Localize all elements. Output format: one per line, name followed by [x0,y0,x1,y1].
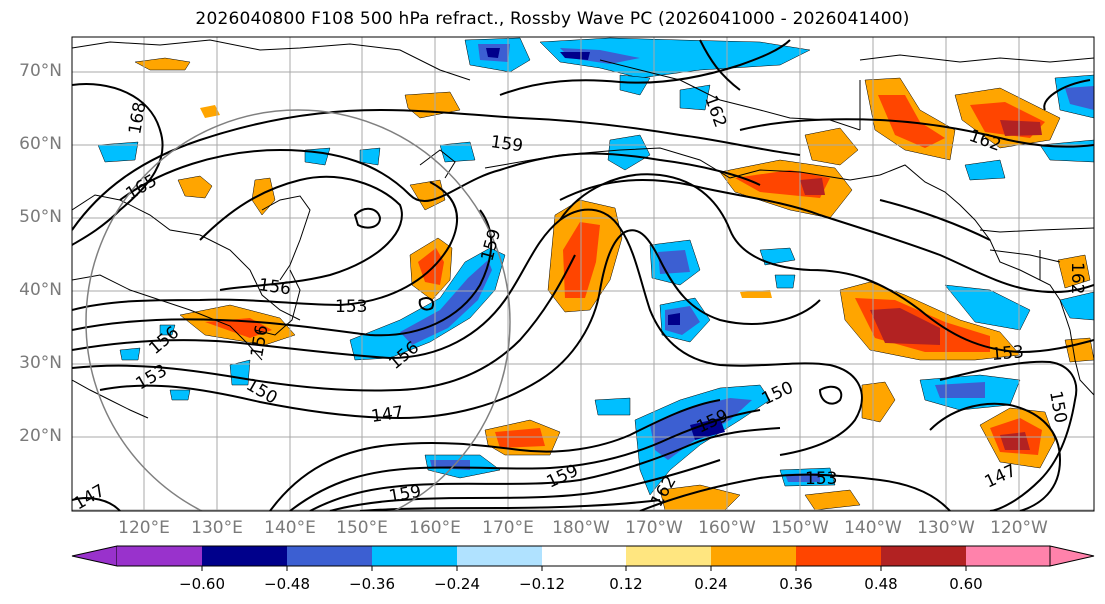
colorbar-segment [626,546,711,566]
lon-label: 150°E [336,518,388,538]
colorbar-tick-label: −0.48 [264,575,310,593]
colorbar-segment [117,546,202,566]
contour-label: 153 [805,469,837,489]
lon-label: 150°W [771,518,829,538]
contour-label: 153 [991,342,1025,365]
contour-label: 162 [1067,262,1087,294]
map-gridlines [72,37,1094,511]
colorbar-segment [202,546,287,566]
colorbar-tick-label: 0.60 [949,575,983,593]
colorbar-tick-label: 0.36 [779,575,813,593]
colorbar-segment [457,546,542,566]
lon-label: 160°W [698,518,756,538]
map-frame [71,36,1095,512]
map-plot-area [72,37,1094,511]
lon-label: 120°W [990,518,1048,538]
map-title: 2026040800 F108 500 hPa refract., Rossby… [195,9,910,29]
colorbar-segment [881,546,966,566]
lat-label: 70°N [19,61,62,81]
lat-label: 20°N [19,426,62,446]
contour-label: 147 [370,403,405,427]
colorbar-extend-low [71,545,118,567]
lon-label: 180°W [552,518,610,538]
colorbar-segment [372,546,457,566]
lon-label: 130°W [917,518,975,538]
lon-label: 130°E [191,518,243,538]
coastlines [72,39,1094,419]
lon-label: 140°E [264,518,316,538]
colorbar-extend-high [1049,545,1095,567]
lon-label: 170°W [625,518,683,538]
lat-label: 40°N [19,280,62,300]
colorbar-tick-label: 0.12 [609,575,643,593]
colorbar-tick-label: −0.60 [179,575,225,593]
colorbar-tick-label: −0.36 [349,575,395,593]
lat-label: 50°N [19,207,62,227]
colorbar [71,545,1095,571]
lon-label: 120°E [118,518,170,538]
lat-label: 30°N [19,353,62,373]
contour-label: 159 [489,132,524,156]
colorbar-tick-label: 0.24 [694,575,728,593]
colorbar-tick-label: −0.12 [519,575,565,593]
lat-label: 60°N [19,134,62,154]
colorbar-segment [542,546,626,566]
colorbar-tick-label: −0.24 [434,575,480,593]
lon-label: 160°E [409,518,461,538]
reference-circle [85,109,511,511]
lon-label: 170°E [482,518,534,538]
contour-label: 156 [257,275,292,299]
contour-label: 153 [335,297,367,317]
refractivity-contours [72,39,1094,511]
colorbar-segment [966,546,1050,566]
colorbar-tick-label: 0.48 [864,575,898,593]
colorbar-segment [287,546,372,566]
colorbar-segment [796,546,881,566]
lon-label: 140°W [844,518,902,538]
colorbar-segment [711,546,796,566]
